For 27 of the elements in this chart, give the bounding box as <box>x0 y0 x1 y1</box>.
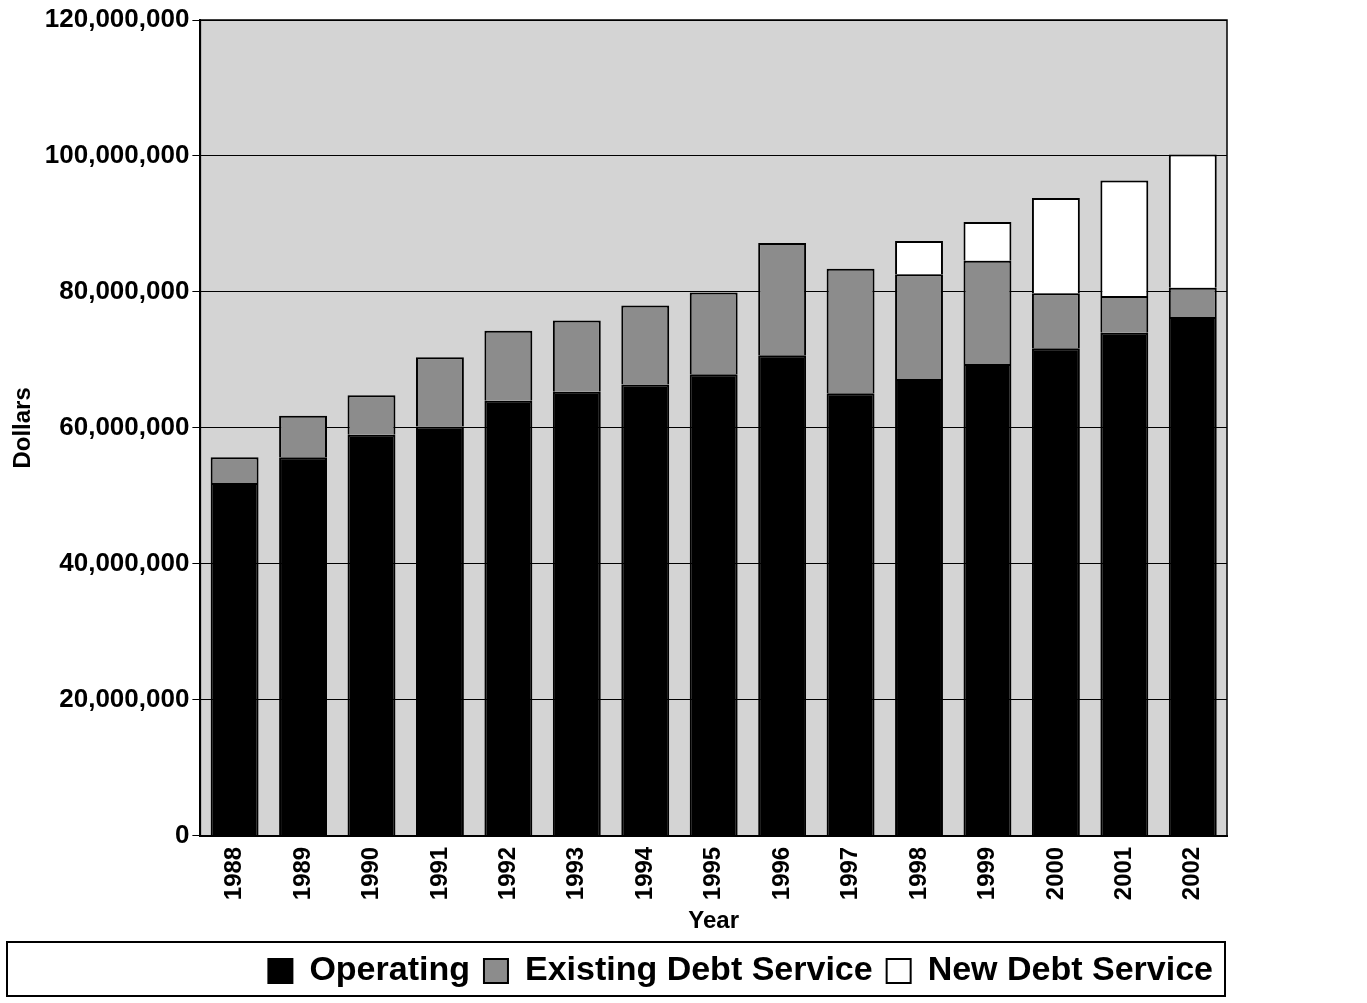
x-tick-label: 2002 <box>1177 846 1205 901</box>
x-tick-label: 1994 <box>629 846 657 901</box>
x-tick-label: 1989 <box>287 846 315 901</box>
x-tick-label: 2001 <box>1108 846 1136 901</box>
x-tick-label: 1988 <box>219 846 247 901</box>
x-tick-label: 1993 <box>561 846 589 901</box>
x-tick-label: 1998 <box>903 846 931 901</box>
y-tick-label: 80,000,000 <box>59 275 190 306</box>
x-tick-label: 1996 <box>766 846 794 901</box>
y-tick-label: 120,000,000 <box>44 3 190 34</box>
legend-label: New Debt Service <box>927 949 1214 988</box>
legend-label: Operating <box>309 949 470 988</box>
x-tick-label: 1995 <box>698 846 726 901</box>
x-tick-label: 1992 <box>493 846 520 901</box>
y-tick-label: 0 <box>174 818 190 849</box>
y-tick-label: 40,000,000 <box>59 547 190 578</box>
y-tick-label: 60,000,000 <box>59 411 190 442</box>
x-tick-label: 1991 <box>424 846 452 901</box>
x-tick-label: 1999 <box>972 846 1000 901</box>
x-tick-label: 1997 <box>835 846 863 901</box>
y-tick-label: 100,000,000 <box>44 139 190 170</box>
x-tick-label: 1990 <box>356 846 384 901</box>
x-tick-label: 2000 <box>1040 846 1068 901</box>
y-tick-label: 20,000,000 <box>59 683 190 714</box>
y-axis-title: Dollars <box>8 387 36 469</box>
legend-label: Existing Debt Service <box>524 949 873 988</box>
x-axis-title: Year <box>688 906 740 934</box>
